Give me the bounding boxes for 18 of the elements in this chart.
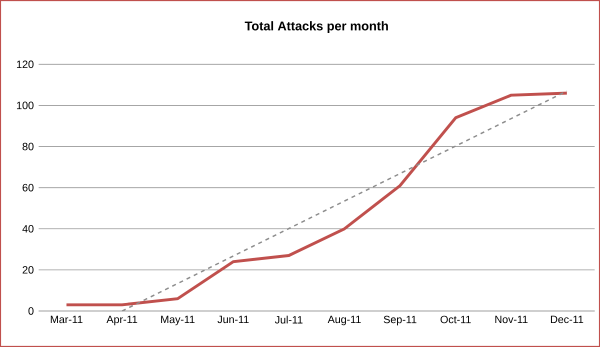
x-tick-label: Nov-11 (495, 316, 528, 324)
x-tick-label: Sep-11 (384, 316, 416, 326)
y-tick-label: 60 (22, 184, 34, 192)
x-tick-label: Aug-11 (328, 316, 361, 326)
y-tick-label: 80 (22, 142, 34, 150)
x-tick-label: Jul-11 (274, 316, 302, 324)
x-tick-label: May-11 (161, 316, 195, 326)
x-tick-label: Apr-11 (106, 316, 138, 326)
y-tick-label: 120 (16, 60, 34, 68)
x-tick-label: Jun-11 (218, 316, 249, 324)
y-tick-label: 20 (22, 266, 34, 274)
x-tick-label: Mar-11 (50, 316, 82, 324)
y-tick-label: 0 (28, 307, 34, 315)
chart-title: Total Attacks per month (244, 21, 388, 33)
x-tick-label: Oct-11 (440, 316, 471, 324)
y-tick-label: 40 (22, 225, 34, 233)
x-tick-label: Dec-11 (550, 316, 584, 324)
y-tick-label: 100 (16, 102, 34, 110)
